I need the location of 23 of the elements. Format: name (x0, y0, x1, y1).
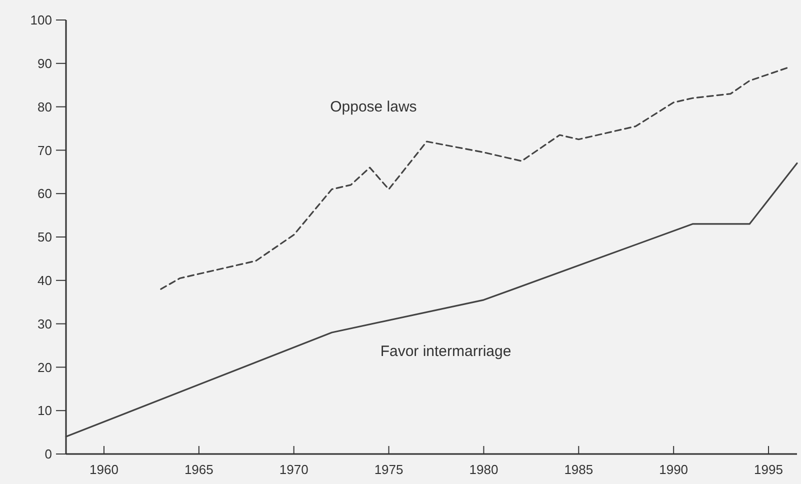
y-tick-label: 90 (38, 56, 52, 71)
x-tick-label: 1975 (374, 462, 404, 477)
y-tick-label: 0 (44, 446, 52, 462)
y-tick-label: 20 (38, 360, 52, 375)
x-tick-label: 1965 (184, 462, 214, 477)
x-tick-label: 1995 (754, 462, 783, 477)
line-series (65, 162, 798, 438)
series-label: Oppose laws (330, 98, 417, 116)
y-tick-label: 60 (38, 186, 52, 202)
line-series (160, 66, 788, 290)
y-tick-label: 50 (38, 230, 52, 245)
x-tick-label: 1985 (564, 462, 594, 477)
x-tick-label: 1960 (90, 462, 118, 477)
y-tick-label: 30 (38, 316, 52, 332)
x-tick-label: 1980 (469, 462, 498, 477)
x-tick-label: 1970 (279, 462, 308, 477)
y-tick-label: 10 (38, 403, 52, 418)
y-tick-label: 70 (38, 142, 52, 158)
x-tick-label: 1990 (659, 462, 688, 477)
y-tick-label: 100 (30, 12, 52, 28)
series-label: Favor intermarriage (380, 343, 512, 360)
y-tick-label: 40 (38, 272, 52, 288)
y-tick-label: 80 (38, 99, 52, 114)
